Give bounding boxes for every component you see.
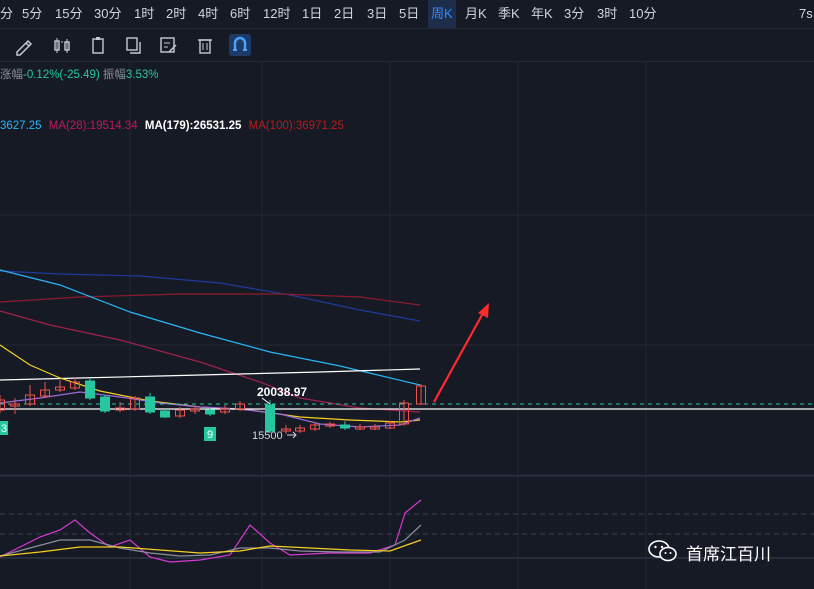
candle-body — [70, 381, 80, 389]
marker-9-text: 9 — [207, 429, 213, 441]
tab-timeframe-13[interactable]: 周K — [428, 0, 456, 28]
rsi-yellow-line — [0, 539, 422, 557]
tab-timeframe-9[interactable]: 1日 — [302, 6, 323, 21]
copy-icon[interactable] — [122, 34, 144, 56]
trend-arrow-line — [433, 314, 483, 403]
candle-body — [130, 397, 140, 410]
rsi-magenta-line — [0, 499, 422, 563]
tab-timeframe-12[interactable]: 5日 — [399, 6, 420, 21]
ma-navy-line — [0, 270, 421, 322]
candle-body — [145, 396, 155, 413]
candle-body — [310, 424, 320, 430]
timeframe-bar: 分 5分 15分 30分 1时 2时 4时 6时 12时 1日 2日 3日 5日 周K 月K 季K 年K 3分 3时… — [0, 0, 814, 29]
candle-body — [205, 409, 215, 415]
tab-timeframe-11[interactable]: 3日 — [367, 6, 388, 21]
ma-crimson-line — [0, 310, 421, 413]
candlestick-icon[interactable] — [51, 34, 73, 56]
high-price-label: 20038.97 — [257, 385, 307, 399]
countdown-label: 7s — [799, 6, 813, 21]
ma-cyan-line — [0, 269, 421, 386]
candle-body — [160, 410, 170, 418]
amplitude-label: 振幅 — [102, 69, 126, 81]
candle-body — [0, 399, 5, 411]
drawing-toolbar — [0, 29, 814, 62]
ma-label-cyan: 3627.25 — [0, 120, 42, 132]
tab-timeframe-18[interactable]: 3时 — [597, 6, 618, 21]
candle-body — [175, 409, 185, 417]
tab-timeframe-1[interactable]: 5分 — [22, 6, 43, 21]
pencil-icon[interactable] — [13, 34, 35, 56]
marker-9-badge — [204, 427, 216, 441]
change-label: 涨幅 — [0, 69, 23, 81]
candle-body — [325, 423, 335, 427]
candle-body — [190, 408, 200, 412]
ma-white-line — [0, 368, 421, 381]
ma-label-100: MA(100):36971.25 — [248, 120, 344, 132]
magnet-icon[interactable] — [229, 34, 251, 56]
rsi-gray-line — [0, 524, 422, 557]
candle-body — [85, 380, 95, 399]
tab-timeframe-0[interactable]: 分 — [0, 6, 14, 21]
ma-purple-line — [0, 391, 421, 428]
tab-timeframe-4[interactable]: 1时 — [134, 6, 155, 21]
amplitude-value: 3.53% — [125, 69, 159, 81]
tab-timeframe-6[interactable]: 4时 — [198, 6, 219, 21]
candle-body — [25, 394, 35, 405]
candle-body — [399, 402, 409, 425]
trash-icon[interactable] — [194, 34, 216, 56]
candle-body — [115, 407, 125, 411]
high-price-pointer — [261, 397, 271, 405]
tab-timeframe-15[interactable]: 季K — [498, 6, 520, 21]
tab-timeframe-2[interactable]: 15分 — [55, 6, 83, 21]
candle-body — [416, 385, 426, 405]
wechat-icon — [648, 540, 677, 562]
low-price-arrow-icon — [287, 431, 297, 439]
ma-legend: 3627.25 MA(28):19514.34 MA(179):26531.25… — [0, 120, 344, 132]
clipboard-icon[interactable] — [87, 34, 109, 56]
stats-line: 涨幅-0.12%(-25.49) 振幅3.53% — [0, 66, 159, 82]
candle-body — [281, 428, 291, 432]
tab-timeframe-14[interactable]: 月K — [465, 6, 487, 21]
watermark-text: 首席江百川 — [686, 545, 771, 564]
tab-timeframe-19[interactable]: 10分 — [629, 6, 657, 21]
tab-timeframe-3[interactable]: 30分 — [94, 6, 122, 21]
change-value: -0.12%(-25.49) — [23, 69, 100, 81]
candle-body — [265, 404, 275, 432]
candle-body — [100, 396, 110, 412]
ma-label-179: MA(179):26531.25 — [144, 120, 242, 132]
tab-timeframe-17[interactable]: 3分 — [564, 6, 585, 21]
candle-body — [55, 386, 65, 391]
tab-timeframe-7[interactable]: 6时 — [230, 6, 251, 21]
marker-3-text: 3 — [1, 423, 7, 435]
tab-timeframe-8[interactable]: 12时 — [263, 6, 291, 21]
candle-body — [40, 389, 50, 397]
marker-3-badge — [0, 421, 8, 435]
candle-body — [340, 424, 350, 429]
candle-body — [10, 403, 20, 407]
tab-timeframe-16[interactable]: 年K — [531, 6, 553, 21]
low-price-label: 15500 — [252, 430, 283, 442]
candle-body — [235, 403, 245, 410]
edit-note-icon[interactable] — [157, 34, 179, 56]
trend-arrowhead-icon — [478, 303, 489, 318]
ma-darkred-line — [0, 293, 421, 306]
tab-timeframe-5[interactable]: 2时 — [166, 6, 187, 21]
tab-timeframe-10[interactable]: 2日 — [334, 6, 355, 21]
candle-body — [220, 408, 230, 413]
ma-label-28: MA(28):19514.34 — [48, 120, 138, 132]
candle-body — [370, 426, 380, 430]
candle-body — [295, 427, 305, 432]
candle-body — [355, 426, 365, 430]
candle-body — [385, 422, 395, 429]
